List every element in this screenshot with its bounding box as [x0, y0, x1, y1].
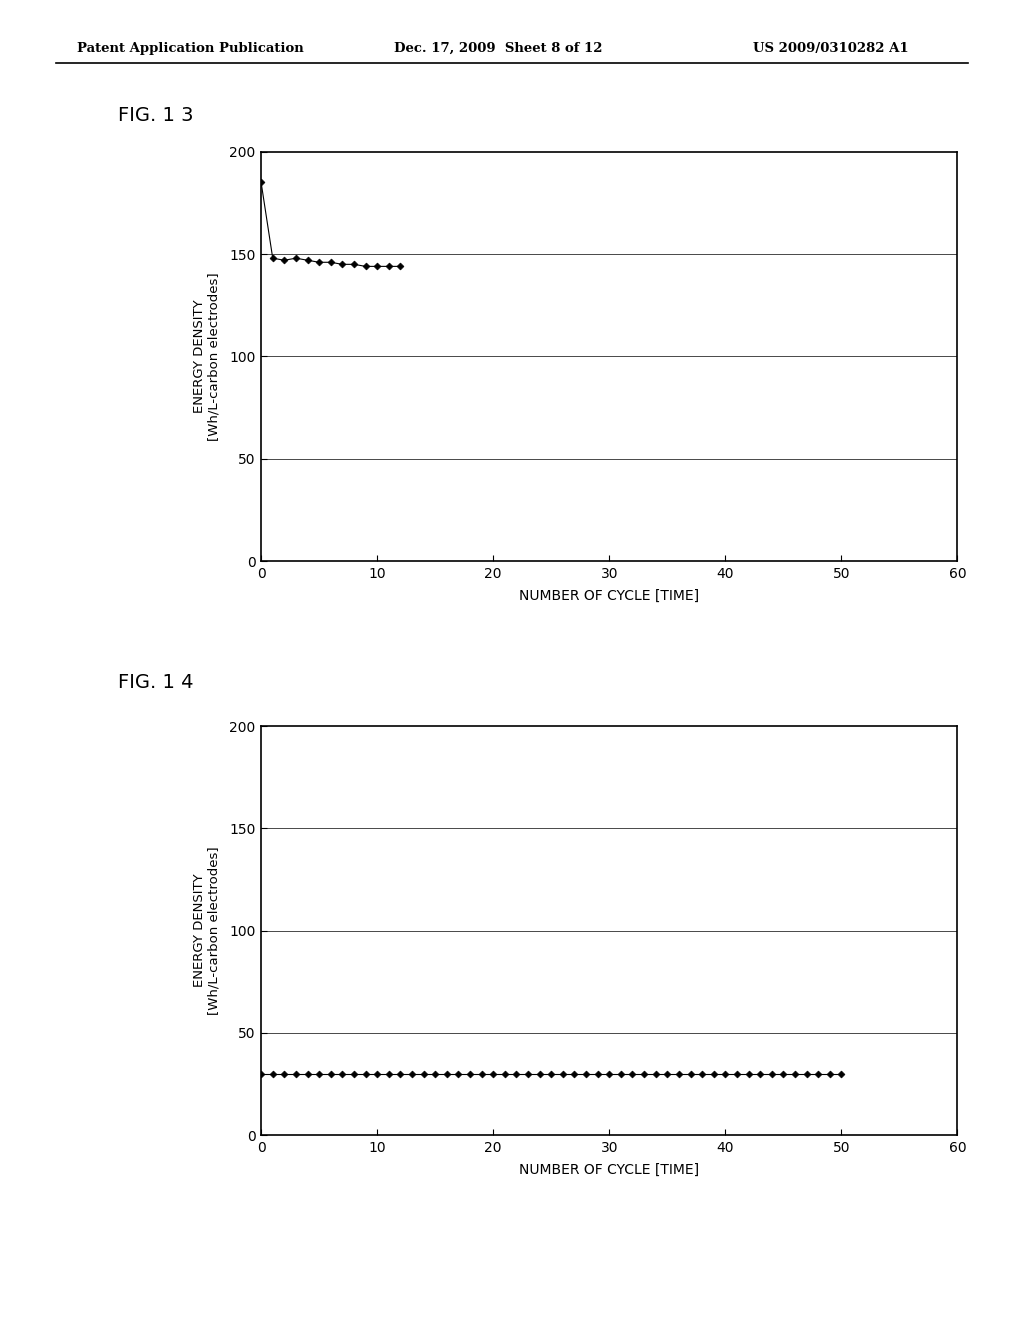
Y-axis label: ENERGY DENSITY
[Wh/L-carbon electrodes]: ENERGY DENSITY [Wh/L-carbon electrodes]: [193, 846, 221, 1015]
Text: Dec. 17, 2009  Sheet 8 of 12: Dec. 17, 2009 Sheet 8 of 12: [394, 42, 603, 55]
Y-axis label: ENERGY DENSITY
[Wh/L-carbon electrodes]: ENERGY DENSITY [Wh/L-carbon electrodes]: [193, 272, 221, 441]
X-axis label: NUMBER OF CYCLE [TIME]: NUMBER OF CYCLE [TIME]: [519, 1163, 699, 1177]
X-axis label: NUMBER OF CYCLE [TIME]: NUMBER OF CYCLE [TIME]: [519, 589, 699, 603]
Text: Patent Application Publication: Patent Application Publication: [77, 42, 303, 55]
Text: US 2009/0310282 A1: US 2009/0310282 A1: [753, 42, 908, 55]
Text: FIG. 1 3: FIG. 1 3: [118, 106, 194, 124]
Text: FIG. 1 4: FIG. 1 4: [118, 673, 194, 692]
